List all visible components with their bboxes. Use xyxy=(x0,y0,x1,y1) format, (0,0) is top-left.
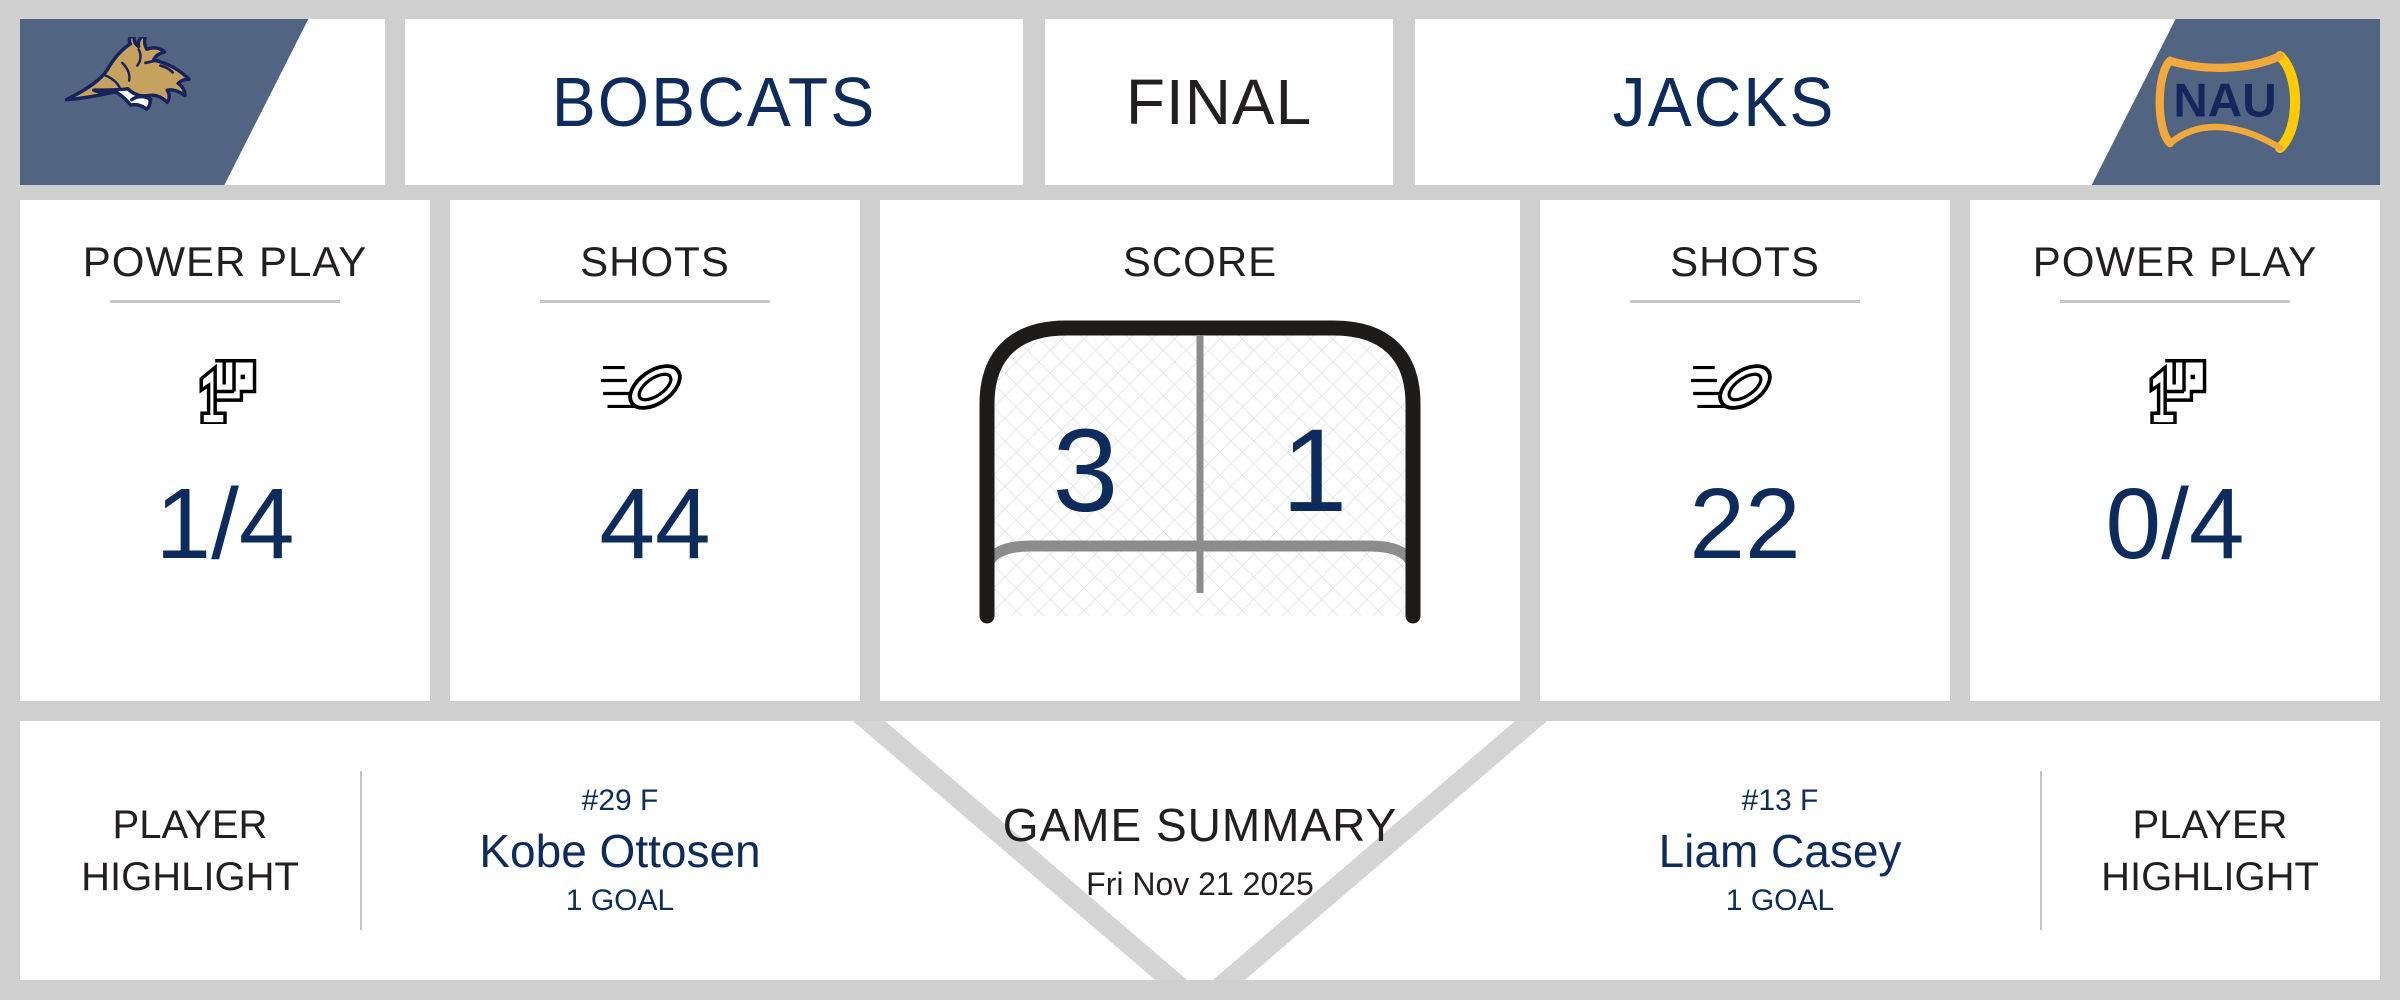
svg-text:NAU: NAU xyxy=(2173,75,2276,128)
